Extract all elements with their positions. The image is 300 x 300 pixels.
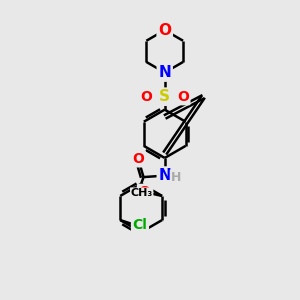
Text: O: O (158, 23, 171, 38)
Text: Cl: Cl (133, 218, 147, 233)
Text: O: O (139, 185, 150, 200)
Text: O: O (140, 90, 152, 104)
Text: S: S (159, 89, 170, 104)
Text: O: O (132, 152, 144, 166)
Text: O: O (177, 90, 189, 104)
Text: N: N (158, 65, 171, 80)
Text: N: N (158, 168, 171, 183)
Text: H: H (171, 171, 181, 184)
Text: CH₃: CH₃ (130, 188, 153, 198)
